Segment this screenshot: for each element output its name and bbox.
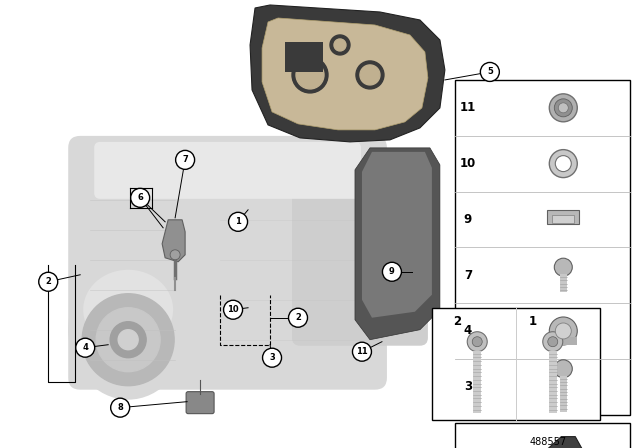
Text: 5: 5: [487, 68, 493, 77]
Bar: [432, 308, 600, 420]
Circle shape: [96, 308, 160, 372]
Circle shape: [228, 212, 248, 231]
Circle shape: [292, 57, 328, 93]
Text: 7: 7: [464, 269, 472, 282]
Circle shape: [289, 308, 307, 327]
Circle shape: [118, 330, 138, 350]
Polygon shape: [250, 5, 445, 142]
Circle shape: [131, 188, 150, 207]
Circle shape: [543, 332, 563, 352]
Text: 9: 9: [389, 267, 395, 276]
Circle shape: [360, 65, 380, 85]
Circle shape: [175, 151, 195, 169]
Circle shape: [39, 272, 58, 291]
Circle shape: [481, 62, 499, 82]
Circle shape: [467, 332, 487, 352]
Text: 2: 2: [45, 277, 51, 286]
Text: 10: 10: [227, 305, 239, 314]
Ellipse shape: [68, 260, 188, 400]
Bar: [560, 376, 567, 412]
Text: 1: 1: [235, 217, 241, 226]
Circle shape: [556, 155, 572, 172]
Bar: [455, 422, 630, 448]
Ellipse shape: [83, 270, 173, 350]
Circle shape: [353, 342, 371, 361]
FancyBboxPatch shape: [292, 170, 428, 346]
Polygon shape: [262, 18, 428, 130]
Circle shape: [549, 317, 577, 345]
FancyBboxPatch shape: [68, 136, 387, 390]
Text: 1: 1: [529, 315, 537, 328]
Circle shape: [223, 300, 243, 319]
Text: 3: 3: [269, 353, 275, 362]
Polygon shape: [355, 148, 440, 340]
Text: 11: 11: [356, 347, 368, 356]
Circle shape: [262, 348, 282, 367]
Circle shape: [554, 99, 572, 117]
Bar: [548, 351, 557, 413]
Circle shape: [549, 150, 577, 177]
Circle shape: [554, 360, 572, 378]
Bar: [560, 274, 567, 292]
Polygon shape: [162, 220, 185, 262]
Circle shape: [556, 323, 572, 339]
Circle shape: [170, 250, 180, 260]
Text: 3: 3: [464, 380, 472, 393]
FancyBboxPatch shape: [186, 392, 214, 414]
FancyBboxPatch shape: [94, 142, 361, 199]
Bar: [549, 337, 577, 345]
FancyBboxPatch shape: [547, 211, 579, 224]
Text: 4: 4: [464, 324, 472, 337]
Circle shape: [548, 337, 557, 347]
Circle shape: [334, 39, 346, 51]
Circle shape: [296, 61, 324, 89]
Text: 2: 2: [295, 313, 301, 322]
Text: 7: 7: [182, 155, 188, 164]
Circle shape: [472, 337, 482, 347]
Circle shape: [554, 258, 572, 276]
Text: 10: 10: [460, 157, 476, 170]
Text: 11: 11: [460, 101, 476, 114]
Circle shape: [110, 322, 146, 358]
Circle shape: [383, 262, 401, 281]
Circle shape: [76, 338, 95, 357]
Text: 8: 8: [117, 403, 123, 412]
Circle shape: [82, 294, 174, 386]
Text: 2: 2: [453, 315, 461, 328]
Bar: [285, 42, 323, 72]
Text: 488557: 488557: [529, 437, 566, 447]
Circle shape: [558, 103, 568, 113]
Polygon shape: [362, 152, 432, 318]
Circle shape: [111, 398, 130, 417]
Circle shape: [549, 94, 577, 122]
Text: 9: 9: [464, 213, 472, 226]
Circle shape: [356, 61, 384, 89]
Polygon shape: [541, 437, 585, 448]
Bar: [455, 80, 630, 415]
FancyBboxPatch shape: [552, 215, 574, 224]
Bar: [473, 351, 481, 413]
Text: 4: 4: [83, 343, 88, 352]
Text: 6: 6: [137, 194, 143, 202]
Circle shape: [330, 35, 350, 55]
